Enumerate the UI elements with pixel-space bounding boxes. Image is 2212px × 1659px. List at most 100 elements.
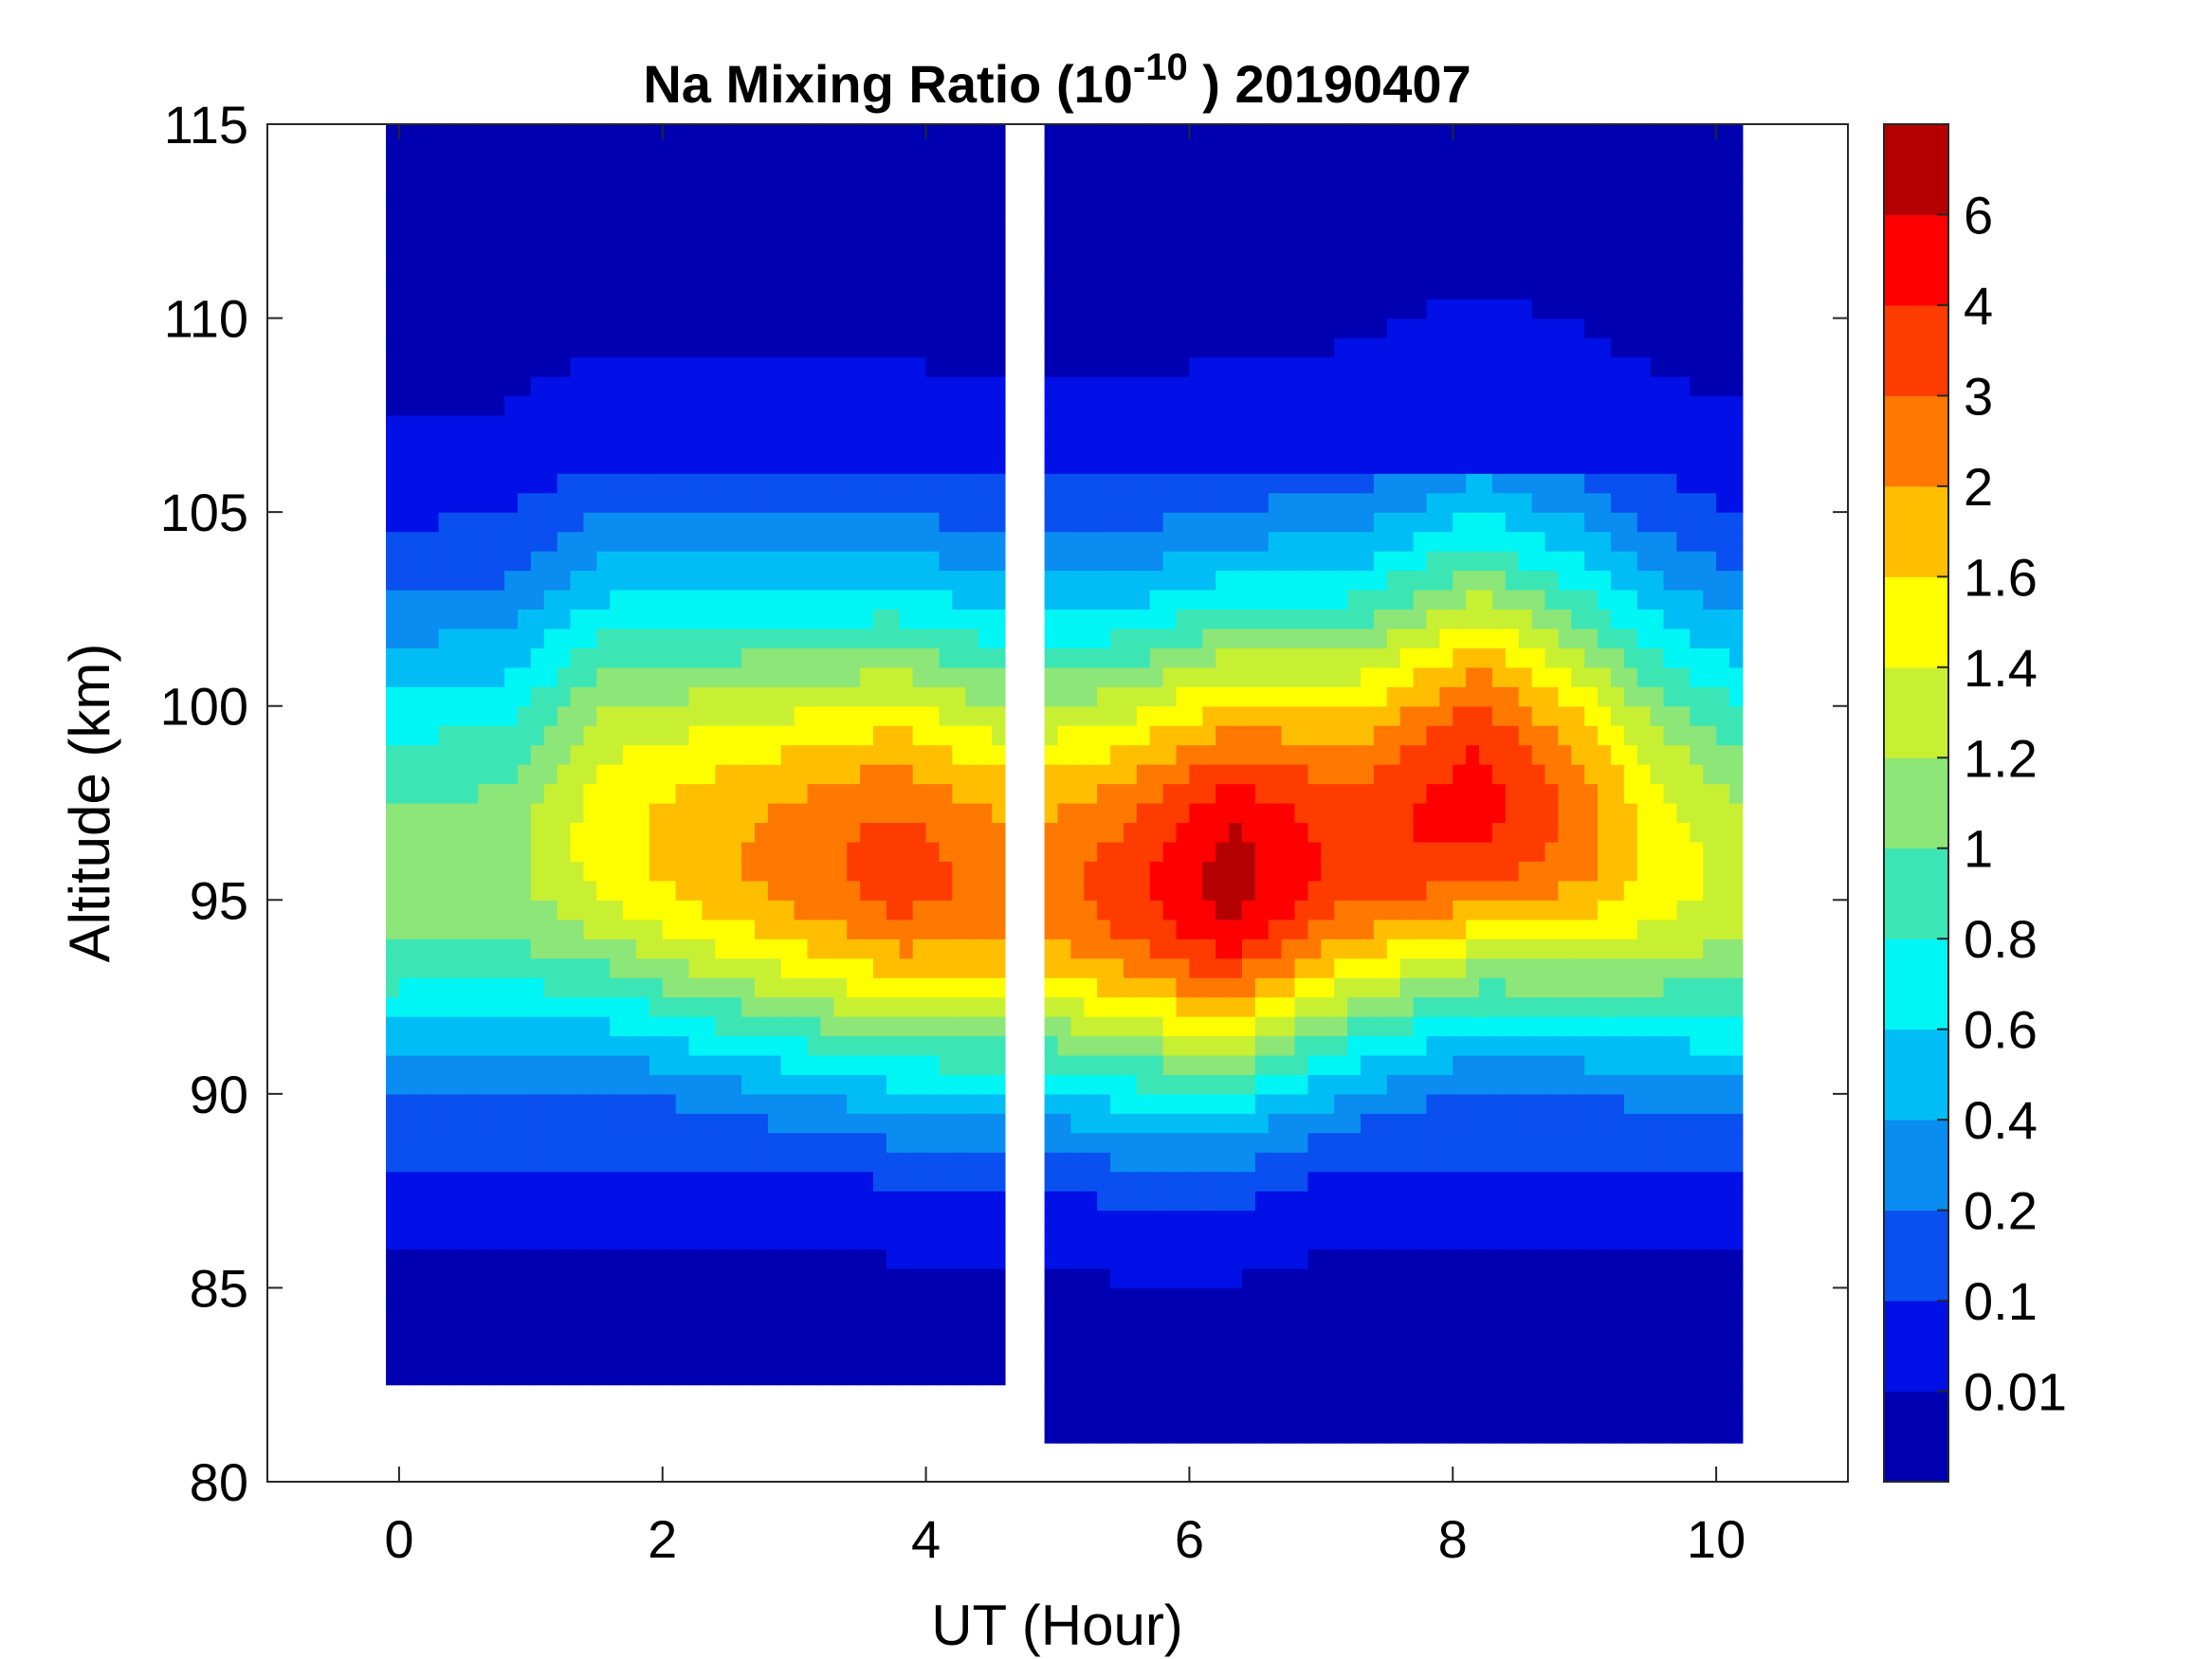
contour-cell [662,221,677,242]
contour-cell [1307,880,1322,901]
contour-cell [807,453,822,474]
contour-cell [741,551,756,572]
contour-cell [1399,822,1415,843]
contour-cell [820,1074,834,1095]
contour-cell [1281,939,1296,959]
contour-cell [833,705,848,726]
contour-cell [1162,182,1178,203]
contour-cell [1110,764,1124,785]
contour-cell [741,1306,756,1327]
contour-cell [478,124,492,145]
contour-cell [1176,686,1191,707]
contour-cell [952,356,966,377]
contour-cell [1176,900,1191,921]
contour-cell [767,1054,782,1075]
contour-cell [570,201,584,222]
contour-cell [1216,1074,1230,1095]
contour-cell [398,880,413,901]
contour-cell [820,977,834,998]
contour-cell [1334,764,1348,785]
contour-cell [741,744,756,765]
contour-cell [780,1113,795,1134]
contour-cell [939,841,953,862]
contour-cell [912,492,927,513]
contour-cell [899,647,914,668]
contour-cell [1110,725,1124,746]
contour-cell [939,1074,953,1095]
contour-cell [1070,162,1085,183]
contour-cell [1162,531,1178,552]
contour-cell [1399,1287,1415,1308]
contour-cell [386,182,400,203]
contour-cell [1294,880,1309,901]
contour-cell [386,1267,400,1289]
contour-cell [557,880,572,901]
contour-cell [517,356,532,377]
contour-cell [794,512,809,533]
contour-cell [1189,609,1203,629]
contour-cell [952,570,966,591]
contour-cell [1399,1113,1415,1134]
contour-cell [1176,1404,1191,1425]
contour-cell [688,162,704,183]
contour-cell [1070,1132,1085,1153]
contour-cell [570,725,584,746]
contour-cell [1136,1404,1151,1425]
contour-cell [411,803,427,824]
contour-cell [912,201,927,222]
contour-cell [557,375,572,396]
contour-cell [873,1093,887,1114]
contour-cell [623,279,637,300]
contour-cell [583,880,597,901]
contour-cell [702,124,716,145]
contour-cell [1373,318,1388,338]
contour-cell [623,957,637,978]
contour-cell [912,356,927,377]
contour-cell [583,609,597,629]
contour-cell [1097,861,1111,882]
contour-cell [1084,356,1098,377]
contour-cell [1294,473,1309,494]
contour-cell [1149,1113,1164,1134]
contour-cell [1097,744,1111,765]
contour-cell [1216,1171,1230,1192]
contour-cell [1216,260,1230,281]
contour-cell [1136,977,1151,998]
contour-cell [1361,841,1375,862]
contour-cell [1202,725,1216,746]
contour-cell [1189,705,1203,726]
contour-cell [1373,240,1388,261]
contour-cell [1373,1345,1388,1366]
contour-cell [596,589,611,611]
contour-cell [386,841,400,862]
contour-cell [702,492,716,513]
contour-cell [912,162,927,183]
contour-cell [478,279,492,300]
contour-cell [754,492,769,513]
contour-cell [912,1132,927,1153]
contour-cell [1373,919,1388,939]
contour-cell [754,337,769,358]
contour-cell [530,1345,545,1366]
contour-cell [1281,512,1296,533]
contour-cell [1162,512,1178,533]
contour-cell [543,182,558,203]
contour-cell [1084,1287,1098,1308]
contour-cell [1361,551,1375,572]
contour-cell [1136,221,1151,242]
contour-cell [398,492,413,513]
contour-cell [1149,1054,1164,1075]
contour-cell [1097,570,1111,591]
contour-cell [820,1230,834,1250]
contour-cell [1373,996,1388,1017]
contour-cell [1176,551,1191,572]
contour-cell [570,162,584,183]
contour-cell [557,221,572,242]
contour-cell [610,628,624,648]
contour-cell [1070,744,1085,765]
contour-cell [1229,124,1243,145]
contour-cell [583,1016,597,1037]
contour-cell [1057,1191,1071,1212]
contour-cell [820,434,834,455]
contour-cell [780,414,795,435]
